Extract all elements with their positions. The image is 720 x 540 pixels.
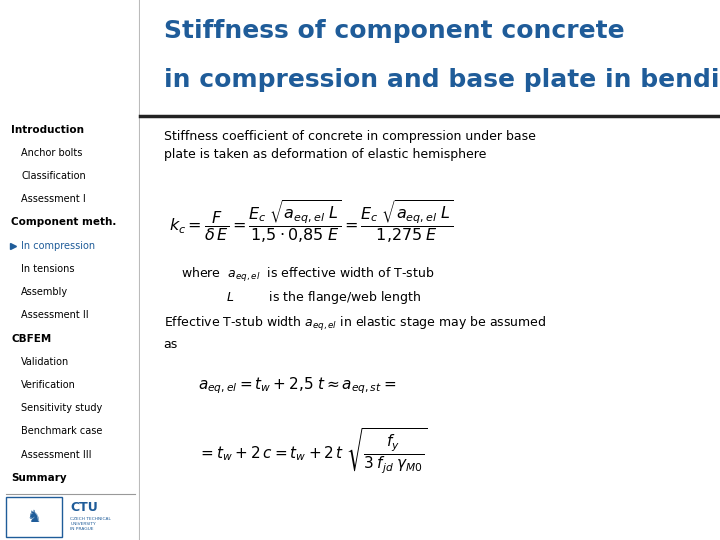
Text: In tensions: In tensions [21, 264, 75, 274]
Text: $= t_w + 2\,c = t_w + 2\,t\;\sqrt{\dfrac{f_y}{3\;f_{jd}\;\gamma_{M0}}}$: $= t_w + 2\,c = t_w + 2\,t\;\sqrt{\dfrac… [199, 426, 428, 476]
Text: in compression and base plate in bending: in compression and base plate in bending [163, 68, 720, 91]
Text: $L$         is the flange/web length: $L$ is the flange/web length [226, 288, 421, 306]
Text: Classification: Classification [21, 171, 86, 181]
Text: where  $a_{eq,el}$  is effective width of T-stub: where $a_{eq,el}$ is effective width of … [181, 266, 434, 285]
Text: ♞: ♞ [26, 508, 41, 526]
Text: Verification: Verification [21, 380, 76, 390]
Text: Assessment III: Assessment III [21, 450, 91, 460]
Text: Benchmark case: Benchmark case [21, 427, 102, 436]
Text: Sensitivity study: Sensitivity study [21, 403, 102, 413]
Text: $a_{eq,el} = t_w + 2{,}5\;t \approx a_{eq,st} =$: $a_{eq,el} = t_w + 2{,}5\;t \approx a_{e… [199, 376, 397, 396]
Text: Assessment II: Assessment II [21, 310, 89, 320]
Text: CTU: CTU [71, 501, 98, 514]
Text: $k_c = \dfrac{F}{\delta\,E} = \dfrac{E_c\;\sqrt{a_{eq,el}\;L}}{1{,}5 \cdot 0{,}8: $k_c = \dfrac{F}{\delta\,E} = \dfrac{E_c… [169, 198, 454, 245]
Text: Assessment I: Assessment I [21, 194, 86, 204]
Text: Anchor bolts: Anchor bolts [21, 148, 82, 158]
Text: Stiffness of component concrete: Stiffness of component concrete [163, 19, 624, 43]
Text: Component meth.: Component meth. [12, 218, 117, 227]
Text: Stiffness coefficient of concrete in compression under base
plate is taken as de: Stiffness coefficient of concrete in com… [163, 130, 536, 161]
Text: Validation: Validation [21, 357, 69, 367]
Text: Summary: Summary [12, 473, 67, 483]
Text: Effective T-stub width $a_{eq,el}$ in elastic stage may be assumed: Effective T-stub width $a_{eq,el}$ in el… [163, 315, 546, 333]
Text: Introduction: Introduction [12, 125, 84, 134]
Text: In compression: In compression [21, 241, 95, 251]
Bar [6, 497, 62, 537]
Text: as: as [163, 338, 178, 351]
Text: CZECH TECHNICAL
UNIVERSITY
IN PRAGUE: CZECH TECHNICAL UNIVERSITY IN PRAGUE [71, 517, 111, 531]
Text: CBFEM: CBFEM [12, 334, 52, 343]
Text: Assembly: Assembly [21, 287, 68, 297]
